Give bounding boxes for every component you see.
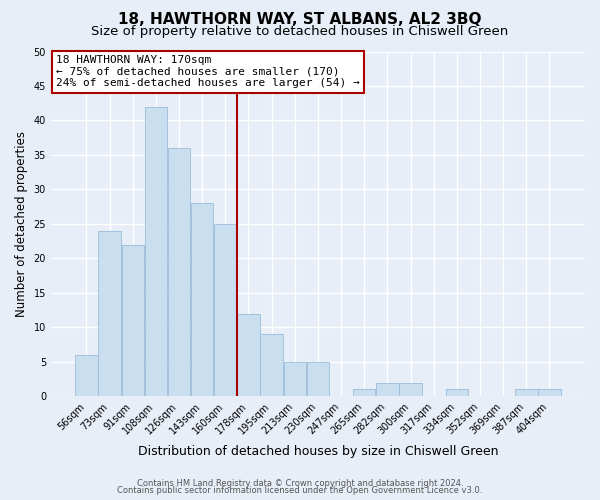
Bar — [191, 204, 214, 396]
Y-axis label: Number of detached properties: Number of detached properties — [15, 131, 28, 317]
Bar — [376, 382, 398, 396]
Bar — [122, 244, 144, 396]
Text: Contains public sector information licensed under the Open Government Licence v3: Contains public sector information licen… — [118, 486, 482, 495]
Text: 18 HAWTHORN WAY: 170sqm
← 75% of detached houses are smaller (170)
24% of semi-d: 18 HAWTHORN WAY: 170sqm ← 75% of detache… — [56, 55, 360, 88]
Text: Contains HM Land Registry data © Crown copyright and database right 2024.: Contains HM Land Registry data © Crown c… — [137, 478, 463, 488]
Bar — [307, 362, 329, 396]
Bar — [446, 390, 468, 396]
Bar — [214, 224, 236, 396]
Bar — [353, 390, 376, 396]
Bar — [237, 314, 260, 396]
Bar — [260, 334, 283, 396]
Bar — [284, 362, 306, 396]
Text: Size of property relative to detached houses in Chiswell Green: Size of property relative to detached ho… — [91, 25, 509, 38]
Bar — [400, 382, 422, 396]
Bar — [75, 355, 98, 397]
Bar — [538, 390, 561, 396]
Text: 18, HAWTHORN WAY, ST ALBANS, AL2 3BQ: 18, HAWTHORN WAY, ST ALBANS, AL2 3BQ — [118, 12, 482, 28]
Bar — [168, 148, 190, 396]
Bar — [515, 390, 538, 396]
Bar — [145, 106, 167, 397]
X-axis label: Distribution of detached houses by size in Chiswell Green: Distribution of detached houses by size … — [138, 444, 498, 458]
Bar — [98, 231, 121, 396]
